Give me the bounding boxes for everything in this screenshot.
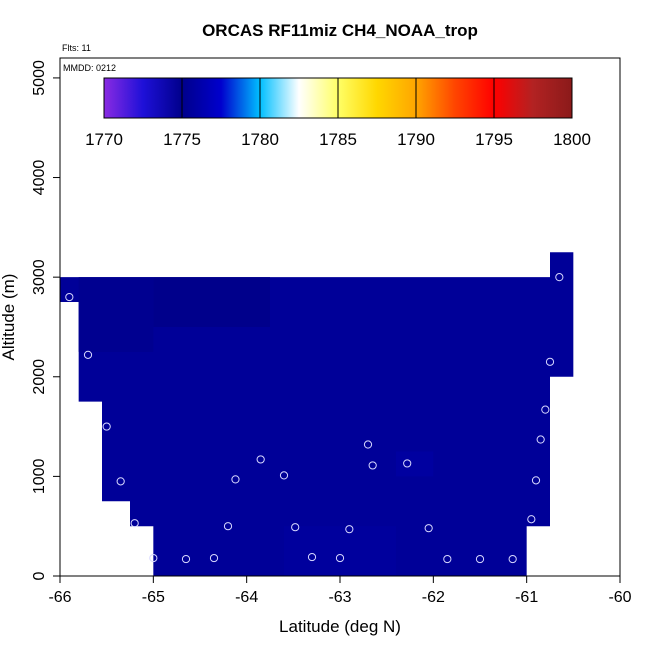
- data-point-13: [307, 552, 317, 562]
- colorbar-tick-label-5: 1795: [475, 130, 513, 149]
- x-tick-label-6: -60: [608, 589, 631, 606]
- heatmap-cell-2: [396, 451, 434, 477]
- flights-note: Flts: 11: [62, 43, 91, 53]
- data-point-11: [279, 471, 289, 480]
- x-tick-label-1: -65: [142, 589, 165, 606]
- colorbar-tick-label-6: 1800: [553, 130, 591, 149]
- y-tick-label-4: 4000: [31, 160, 48, 196]
- data-point-24: [531, 476, 541, 485]
- heatmap-cell-0: [153, 277, 270, 327]
- data-point-9: [231, 475, 240, 484]
- heatmap-cell-1: [78, 277, 154, 352]
- data-point-26: [541, 405, 550, 414]
- data-point-1: [83, 350, 93, 359]
- data-point-17: [368, 461, 377, 470]
- y-tick-label-2: 2000: [31, 359, 48, 395]
- data-point-12: [291, 523, 300, 532]
- data-point-27: [545, 357, 555, 366]
- data-point-21: [475, 554, 485, 564]
- data-point-8: [223, 522, 233, 531]
- data-point-28: [555, 273, 564, 282]
- data-point-15: [345, 525, 354, 534]
- data-point-25: [536, 435, 545, 444]
- data-point-19: [424, 524, 433, 533]
- heatmap-cell-3: [284, 526, 396, 576]
- heatmap-region: [60, 252, 574, 576]
- data-point-23: [527, 515, 536, 524]
- data-point-20: [443, 554, 452, 564]
- data-point-18: [403, 459, 412, 468]
- y-axis: 0 1000 2000 3000 4000 5000: [31, 60, 60, 580]
- y-tick-label-5: 5000: [31, 60, 48, 96]
- data-point-4: [130, 519, 139, 528]
- chart-title: ORCAS RF11miz CH4_NOAA_trop: [202, 21, 478, 40]
- data-point-10: [256, 455, 265, 464]
- data-point-7: [209, 553, 219, 563]
- data-point-5: [149, 553, 158, 563]
- colorbar-tick-label-1: 1775: [163, 130, 201, 149]
- colorbar-tick-label-4: 1790: [397, 130, 435, 149]
- date-note: MMDD: 0212: [63, 63, 116, 73]
- x-tick-label-3: -63: [328, 589, 351, 606]
- y-tick-label-1: 1000: [31, 458, 48, 494]
- data-point-0: [65, 292, 74, 302]
- x-axis: -66 -65 -64 -63 -62 -61 -60: [48, 576, 632, 606]
- y-tick-label-3: 3000: [31, 259, 48, 295]
- data-point-14: [335, 553, 345, 563]
- y-axis-label: Altitude (m): [0, 274, 18, 361]
- x-tick-label-4: -62: [422, 589, 445, 606]
- y-tick-label-0: 0: [31, 571, 48, 580]
- data-point-2: [102, 422, 111, 431]
- colorbar-tick-label-2: 1780: [241, 130, 279, 149]
- colorbar: 1770 1775 1780 1785 1790 1795 1800: [85, 77, 591, 149]
- x-axis-label: Latitude (deg N): [279, 617, 401, 636]
- data-point-16: [363, 440, 373, 449]
- heatmap-layer: [60, 252, 574, 576]
- colorbar-tick-label-0: 1770: [85, 130, 123, 149]
- data-points: [65, 273, 564, 564]
- data-point-6: [181, 554, 191, 564]
- data-point-22: [508, 554, 517, 564]
- x-tick-label-5: -61: [515, 589, 538, 606]
- x-tick-label-2: -64: [235, 589, 258, 606]
- x-tick-label-0: -66: [48, 589, 71, 606]
- data-point-3: [116, 477, 125, 486]
- colorbar-tick-label-3: 1785: [319, 130, 357, 149]
